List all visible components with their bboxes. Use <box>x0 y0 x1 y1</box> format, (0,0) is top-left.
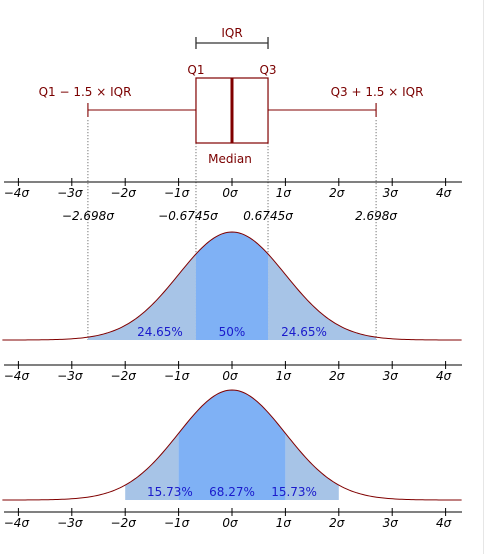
q3-label: Q3 <box>259 63 276 77</box>
quantile-labels: −2.698σ −0.6745σ 0.6745σ 2.698σ <box>62 209 398 223</box>
boxplot-sigma-axis: −4σ −3σ −2σ −1σ 0σ 1σ 2σ 3σ 4σ <box>4 178 462 200</box>
upper-fence-label: Q3 + 1.5 × IQR <box>331 85 424 99</box>
q1-sigma-label: −0.6745σ <box>158 209 218 223</box>
tick-label: −2σ <box>111 369 137 383</box>
tick-label: −3σ <box>57 516 83 530</box>
lower-fence-sigma-label: −2.698σ <box>62 209 114 223</box>
area-region <box>87 253 196 340</box>
lower-fence-label: Q1 − 1.5 × IQR <box>39 85 132 99</box>
tick-label: −1σ <box>164 516 190 530</box>
region-percent-label: 15.73% <box>147 485 193 499</box>
tick-label: −3σ <box>57 186 83 200</box>
tick-label: 1σ <box>276 369 292 383</box>
tick-label: −2σ <box>111 516 137 530</box>
tick-label: 4σ <box>436 186 452 200</box>
tick-label: 0σ <box>222 516 238 530</box>
tick-label: 3σ <box>383 516 399 530</box>
normal-curve <box>2 389 462 501</box>
q3-sigma-label: 0.6745σ <box>243 209 293 223</box>
area-region <box>268 253 377 340</box>
region-percent-label: 24.65% <box>281 325 327 339</box>
tick-label: −4σ <box>4 369 30 383</box>
tick-label: 2σ <box>329 186 345 200</box>
area-region <box>195 232 269 340</box>
tick-label: −3σ <box>57 369 83 383</box>
tick-label: 3σ <box>383 369 399 383</box>
iqr-label: IQR <box>221 26 242 40</box>
boxplot: IQR Q1 Q3 Median Q1 − 1.5 × IQR Q3 + 1.5… <box>39 26 424 166</box>
area-region <box>178 390 286 500</box>
tick-label: −4σ <box>4 186 30 200</box>
region-percent-label: 15.73% <box>271 485 317 499</box>
q1-label: Q1 <box>187 63 204 77</box>
tick-label: 4σ <box>436 369 452 383</box>
median-label: Median <box>208 152 252 166</box>
tick-label: 0σ <box>222 186 238 200</box>
sigma-normal-curve-panel: 15.73% 68.27% 15.73% <box>2 389 462 501</box>
quantile-guide-lines <box>87 120 377 340</box>
tick-label: −2σ <box>111 186 137 200</box>
region-percent-label: 50% <box>219 325 246 339</box>
tick-label: 1σ <box>276 516 292 530</box>
tick-label: −4σ <box>4 516 30 530</box>
upper-fence-sigma-label: 2.698σ <box>355 209 397 223</box>
tick-label: −1σ <box>164 186 190 200</box>
sigma-curve-sigma-axis: −4σ −3σ −2σ −1σ 0σ 1σ 2σ 3σ 4σ <box>4 508 462 530</box>
tick-label: 3σ <box>383 186 399 200</box>
tick-label: 2σ <box>329 516 345 530</box>
tick-label: 0σ <box>222 369 238 383</box>
iqr-curve-sigma-axis: −4σ −3σ −2σ −1σ 0σ 1σ 2σ 3σ 4σ <box>4 361 462 383</box>
normal-curve <box>2 231 462 341</box>
region-percent-label: 68.27% <box>209 485 255 499</box>
iqr-normal-curve-panel: 24.65% 50% 24.65% <box>2 231 462 341</box>
tick-label: 1σ <box>276 186 292 200</box>
tick-label: −1σ <box>164 369 190 383</box>
tick-label: 2σ <box>329 369 345 383</box>
tick-label: 4σ <box>436 516 452 530</box>
region-percent-label: 24.65% <box>137 325 183 339</box>
